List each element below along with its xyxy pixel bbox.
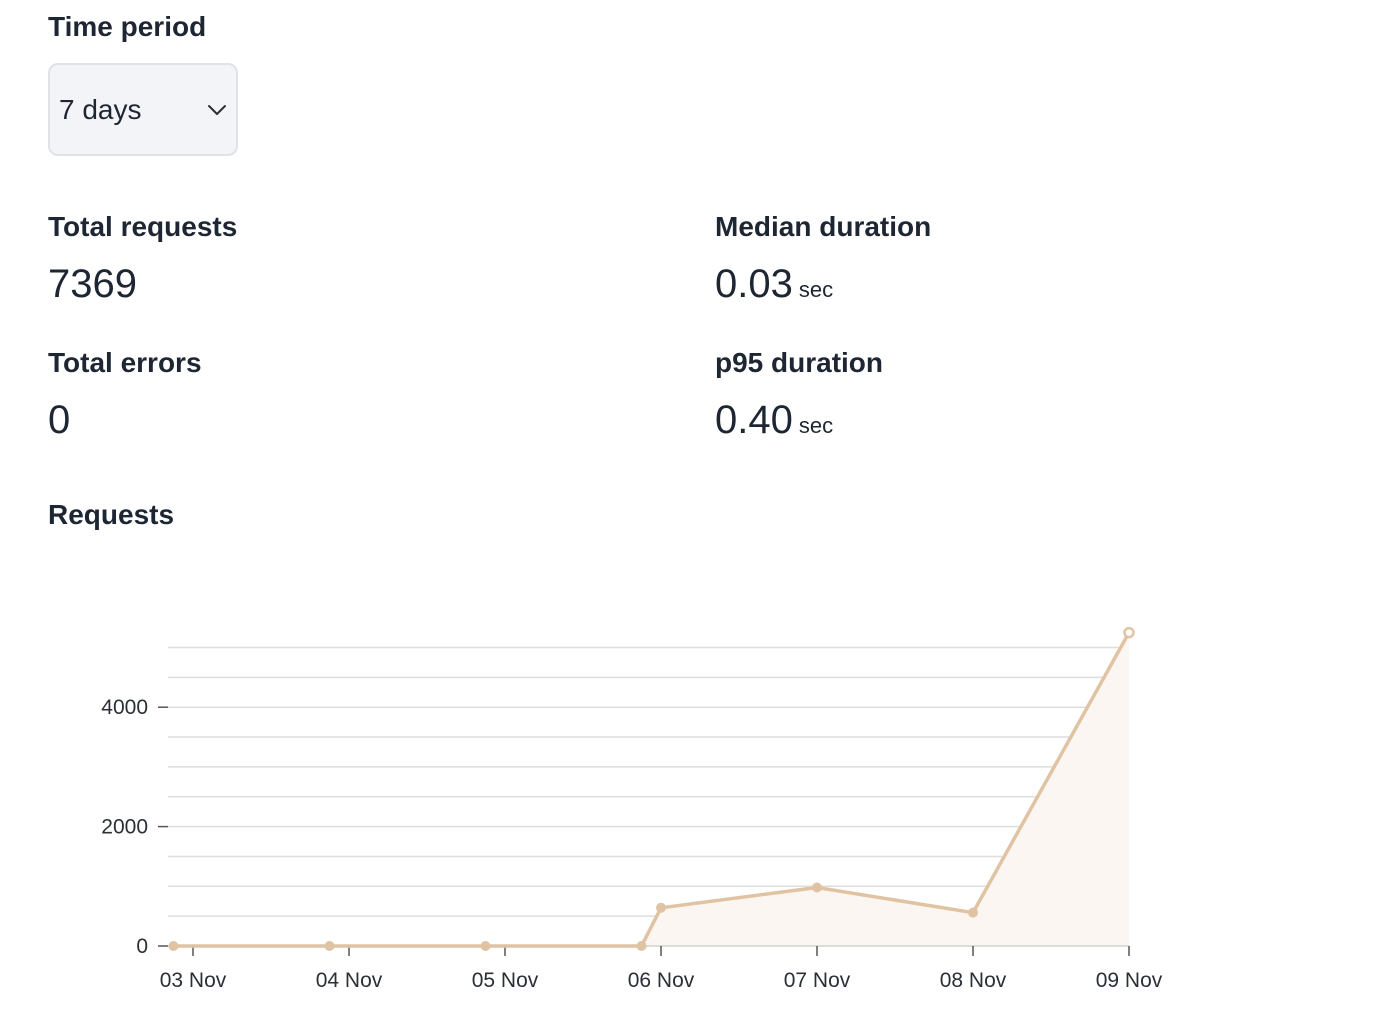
x-tick-label: 08 Nov bbox=[940, 969, 1007, 992]
median-duration-metric: 0.03 sec bbox=[715, 262, 833, 312]
total-errors-label: Total errors bbox=[48, 347, 202, 378]
requests-chart-title: Requests bbox=[48, 499, 175, 530]
x-tick-label: 04 Nov bbox=[316, 969, 383, 992]
median-duration-value: 0.03 bbox=[715, 262, 793, 306]
data-point[interactable] bbox=[324, 941, 335, 951]
y-tick-label: 0 bbox=[136, 935, 148, 958]
x-tick-label: 06 Nov bbox=[628, 969, 695, 992]
median-duration-label: Median duration bbox=[715, 211, 932, 242]
total-requests-label: Total requests bbox=[48, 211, 238, 242]
data-point[interactable] bbox=[636, 941, 647, 951]
median-duration-unit: sec bbox=[798, 277, 834, 302]
chart-grid bbox=[168, 646, 1129, 917]
time-period-label: Time period bbox=[48, 11, 207, 42]
x-tick-label: 09 Nov bbox=[1096, 969, 1163, 992]
requests-area bbox=[173, 632, 1129, 946]
requests-chart: 0 2000 4000 03 Nov 04 Nov 05 Nov 06 Nov 07 Nov 0… bbox=[101, 626, 1163, 992]
p95-duration-unit: sec bbox=[798, 413, 834, 438]
p95-duration-value: 0.40 bbox=[715, 398, 793, 442]
chevron-down-icon bbox=[206, 99, 228, 121]
data-point[interactable] bbox=[656, 902, 666, 913]
data-point[interactable] bbox=[1123, 626, 1135, 639]
data-point[interactable] bbox=[968, 907, 978, 918]
y-tick-label: 4000 bbox=[101, 696, 148, 719]
x-tick-label: 03 Nov bbox=[160, 969, 227, 992]
data-point[interactable] bbox=[168, 941, 179, 951]
total-requests-value: 7369 bbox=[48, 262, 137, 306]
p95-duration-metric: 0.40 sec bbox=[715, 398, 833, 448]
time-period-selected-value: 7 days bbox=[59, 93, 142, 125]
data-point[interactable] bbox=[812, 882, 822, 893]
time-period-select[interactable]: 7 days bbox=[48, 63, 238, 156]
p95-duration-label: p95 duration bbox=[715, 347, 884, 378]
chart-points bbox=[168, 626, 1135, 951]
x-tick-label: 05 Nov bbox=[472, 969, 539, 992]
requests-line bbox=[173, 631, 1131, 948]
total-errors-value: 0 bbox=[48, 398, 71, 442]
data-point[interactable] bbox=[480, 941, 491, 951]
x-tick-label: 07 Nov bbox=[784, 969, 851, 992]
y-tick-label: 2000 bbox=[101, 816, 148, 839]
